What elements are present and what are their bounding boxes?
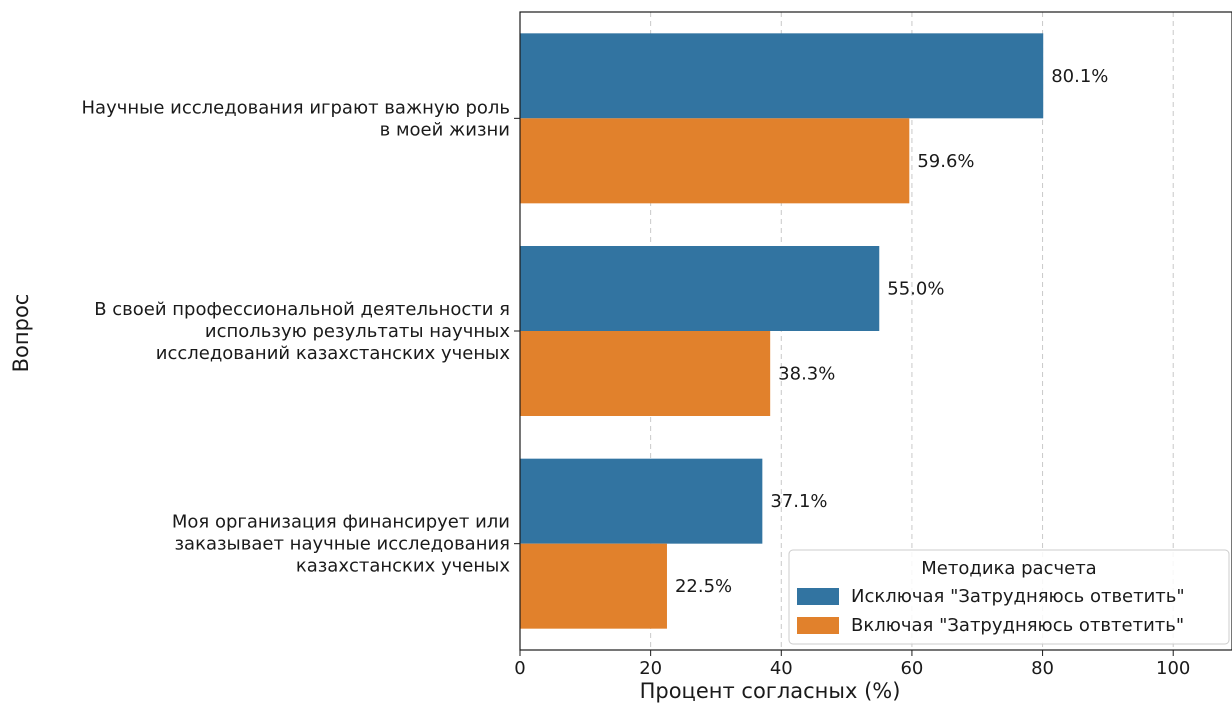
y-category-label: Моя организация финансирует или bbox=[172, 512, 510, 533]
legend-swatch bbox=[797, 617, 839, 634]
y-category-label: В своей профессиональной деятельности я bbox=[94, 299, 510, 320]
legend: Методика расчета Исключая "Затрудняюсь о… bbox=[788, 549, 1230, 645]
x-tick-label: 40 bbox=[770, 658, 793, 679]
x-tick-label: 100 bbox=[1156, 658, 1190, 679]
y-category-label: в моей жизни bbox=[380, 119, 510, 140]
bars bbox=[520, 33, 1044, 629]
y-category-label: казахстанских ученых bbox=[296, 556, 511, 577]
bar bbox=[520, 246, 880, 331]
data-label: 80.1% bbox=[1051, 66, 1108, 87]
legend-label: Исключая "Затрудняюсь ответить" bbox=[851, 586, 1185, 607]
x-axis-ticks: 0 20 40 60 80 100 bbox=[514, 650, 1190, 679]
x-tick-label: 0 bbox=[514, 658, 525, 679]
y-category-label: исследований казахстанских ученых bbox=[156, 343, 511, 364]
legend-box bbox=[788, 549, 1230, 645]
y-category-label: заказывает научные исследования bbox=[174, 534, 510, 555]
x-tick-label: 60 bbox=[900, 658, 923, 679]
legend-swatch bbox=[797, 588, 839, 605]
bar bbox=[520, 33, 1044, 119]
x-axis-title: Процент согласных (%) bbox=[640, 679, 901, 703]
y-category-label: Научные исследования играют важную роль bbox=[82, 97, 510, 118]
data-label: 38.3% bbox=[778, 364, 835, 385]
x-tick-label: 80 bbox=[1031, 658, 1054, 679]
data-label: 59.6% bbox=[917, 151, 974, 172]
y-category-label: использую результаты научных bbox=[205, 321, 510, 342]
bar bbox=[520, 543, 667, 629]
y-axis-title: Вопрос bbox=[9, 294, 33, 373]
bar bbox=[520, 331, 771, 416]
data-label: 22.5% bbox=[675, 576, 732, 597]
legend-title: Методика расчета bbox=[921, 558, 1096, 579]
legend-label: Включая "Затрудняюсь отвтетить" bbox=[851, 615, 1184, 636]
data-label: 37.1% bbox=[770, 491, 827, 512]
bar bbox=[520, 458, 763, 544]
data-labels: 80.1% 59.6% 55.0% 38.3% 37.1% 22.5% bbox=[675, 66, 1108, 597]
x-tick-label: 20 bbox=[639, 658, 662, 679]
bar bbox=[520, 118, 910, 204]
data-label: 55.0% bbox=[887, 279, 944, 300]
y-axis-ticks: Научные исследования играют важную рольв… bbox=[82, 97, 520, 577]
